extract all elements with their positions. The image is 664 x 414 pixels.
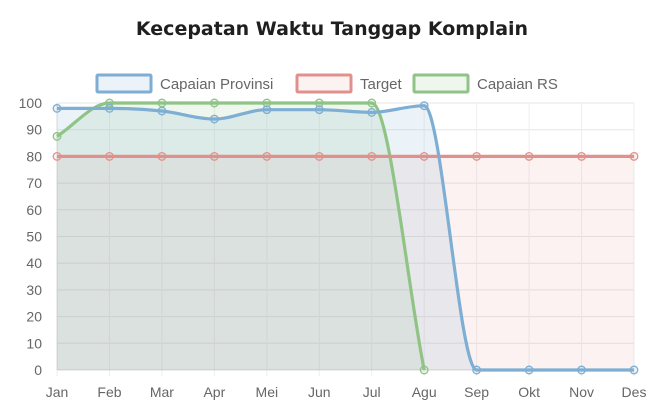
x-tick-label: Jan: [46, 384, 69, 400]
y-tick-label: 0: [34, 362, 42, 378]
point-capaian-provinsi: [52, 103, 62, 113]
x-tick-label: Jun: [308, 384, 331, 400]
point-target: [262, 151, 272, 161]
point-target: [157, 151, 167, 161]
point-target: [52, 151, 62, 161]
legend-swatch-target: [295, 73, 353, 94]
point-capaian-provinsi: [472, 365, 482, 375]
legend: Capaian Provinsi Target Capaian RS: [95, 73, 558, 94]
point-capaian-rs: [419, 365, 429, 375]
y-tick-label: 10: [26, 335, 42, 351]
y-tick-label: 60: [26, 202, 42, 218]
line-capaian-provinsi: [57, 104, 634, 372]
legend-label-capaian-provinsi: Capaian Provinsi: [160, 76, 273, 93]
y-tick-label: 80: [26, 148, 42, 164]
x-tick-label: Des: [622, 384, 647, 400]
point-capaian-provinsi: [209, 114, 219, 124]
area-target: [57, 156, 634, 370]
point-capaian-rs: [367, 98, 377, 108]
y-tick-label: 100: [19, 95, 43, 111]
point-capaian-provinsi: [367, 107, 377, 117]
point-target: [105, 151, 114, 161]
legend-swatch-capaian-provinsi: [95, 73, 153, 94]
y-tick-label: 70: [26, 175, 42, 191]
point-target: [419, 151, 429, 161]
point-capaian-rs: [314, 98, 324, 108]
y-tick-label: 40: [26, 255, 42, 271]
point-target: [209, 151, 219, 161]
point-capaian-rs: [52, 131, 62, 141]
point-target: [577, 151, 586, 161]
chart-title: Kecepatan Waktu Tanggap Komplain: [135, 18, 529, 40]
x-tick-label: Okt: [518, 384, 540, 400]
point-capaian-rs: [209, 98, 219, 108]
y-axis-ticks: 0 10 20 30 40 50 60 70 80 90 100: [19, 95, 43, 378]
point-target: [524, 151, 534, 161]
point-target: [472, 151, 482, 161]
area-capaian-rs: [57, 103, 425, 370]
y-tick-label: 20: [26, 309, 42, 325]
x-tick-label: Mar: [150, 384, 174, 400]
series-areas: [57, 103, 634, 371]
point-target: [367, 151, 377, 161]
point-capaian-provinsi: [314, 105, 324, 115]
x-tick-label: Jul: [363, 384, 381, 400]
point-capaian-rs: [157, 98, 167, 108]
point-capaian-provinsi: [629, 365, 639, 375]
x-tick-label: Sep: [464, 384, 489, 400]
point-capaian-provinsi: [577, 365, 586, 375]
area-capaian-provinsi: [57, 105, 634, 371]
point-capaian-provinsi: [262, 105, 272, 115]
y-tick-label: 30: [26, 282, 42, 298]
series-points: [52, 98, 639, 375]
x-tick-label: Nov: [569, 384, 594, 400]
x-tick-label: Feb: [97, 384, 121, 400]
point-capaian-rs: [262, 98, 272, 108]
point-capaian-provinsi: [157, 106, 167, 116]
line-capaian-rs: [56, 101, 426, 371]
point-capaian-provinsi: [105, 103, 114, 113]
x-tick-label: Mei: [256, 384, 279, 400]
x-tick-label: Apr: [203, 384, 225, 400]
x-tick-label: Agu: [412, 384, 437, 400]
point-target: [629, 151, 639, 161]
y-tick-label: 90: [26, 122, 42, 138]
legend-label-target: Target: [360, 76, 403, 93]
y-tick-label: 50: [26, 229, 42, 245]
point-target: [314, 151, 324, 161]
point-capaian-provinsi: [524, 365, 534, 375]
point-capaian-provinsi: [419, 101, 429, 111]
x-axis-ticks: Jan Feb Mar Apr Mei Jun Jul Agu Sep Okt Nov Des: [46, 384, 647, 400]
legend-label-capaian-rs: Capaian RS: [477, 76, 558, 93]
legend-swatch-capaian-rs: [412, 73, 470, 94]
